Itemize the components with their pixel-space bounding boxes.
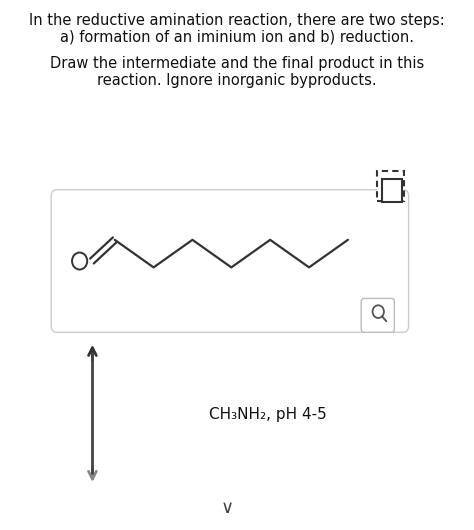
Text: In the reductive amination reaction, there are two steps:: In the reductive amination reaction, the… — [29, 13, 445, 28]
Text: a) formation of an iminium ion and b) reduction.: a) formation of an iminium ion and b) re… — [60, 29, 414, 44]
Bar — [382, 179, 402, 202]
Text: ∨: ∨ — [221, 499, 234, 517]
Text: reaction. Ignore inorganic byproducts.: reaction. Ignore inorganic byproducts. — [97, 73, 377, 88]
Text: CH₃NH₂, pH 4-5: CH₃NH₂, pH 4-5 — [209, 407, 327, 422]
FancyBboxPatch shape — [51, 190, 409, 332]
FancyBboxPatch shape — [361, 298, 394, 332]
Bar — [377, 171, 404, 201]
Text: Draw the intermediate and the final product in this: Draw the intermediate and the final prod… — [50, 56, 424, 70]
